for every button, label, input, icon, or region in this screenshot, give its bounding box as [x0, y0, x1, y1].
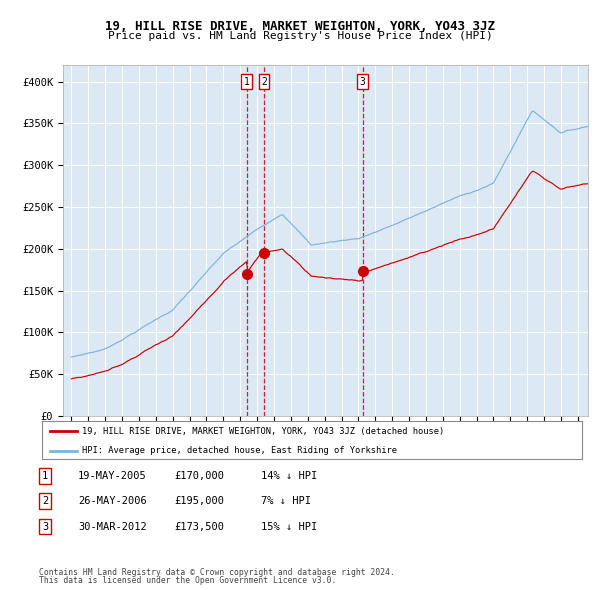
Text: 15% ↓ HPI: 15% ↓ HPI — [261, 522, 317, 532]
Text: 14% ↓ HPI: 14% ↓ HPI — [261, 471, 317, 481]
Text: 7% ↓ HPI: 7% ↓ HPI — [261, 496, 311, 506]
Text: £173,500: £173,500 — [174, 522, 224, 532]
Text: 19, HILL RISE DRIVE, MARKET WEIGHTON, YORK, YO43 3JZ (detached house): 19, HILL RISE DRIVE, MARKET WEIGHTON, YO… — [83, 427, 445, 436]
Text: Contains HM Land Registry data © Crown copyright and database right 2024.: Contains HM Land Registry data © Crown c… — [39, 568, 395, 577]
Text: 1: 1 — [244, 77, 250, 87]
Text: 19-MAY-2005: 19-MAY-2005 — [78, 471, 147, 481]
Text: 30-MAR-2012: 30-MAR-2012 — [78, 522, 147, 532]
Text: 3: 3 — [42, 522, 48, 532]
Text: HPI: Average price, detached house, East Riding of Yorkshire: HPI: Average price, detached house, East… — [83, 446, 398, 455]
Text: This data is licensed under the Open Government Licence v3.0.: This data is licensed under the Open Gov… — [39, 576, 337, 585]
Text: 1: 1 — [42, 471, 48, 481]
Text: £170,000: £170,000 — [174, 471, 224, 481]
Text: 26-MAY-2006: 26-MAY-2006 — [78, 496, 147, 506]
Text: 2: 2 — [261, 77, 267, 87]
Text: Price paid vs. HM Land Registry's House Price Index (HPI): Price paid vs. HM Land Registry's House … — [107, 31, 493, 41]
Text: £195,000: £195,000 — [174, 496, 224, 506]
Text: 19, HILL RISE DRIVE, MARKET WEIGHTON, YORK, YO43 3JZ: 19, HILL RISE DRIVE, MARKET WEIGHTON, YO… — [105, 20, 495, 33]
Text: 2: 2 — [42, 496, 48, 506]
Text: 3: 3 — [360, 77, 365, 87]
